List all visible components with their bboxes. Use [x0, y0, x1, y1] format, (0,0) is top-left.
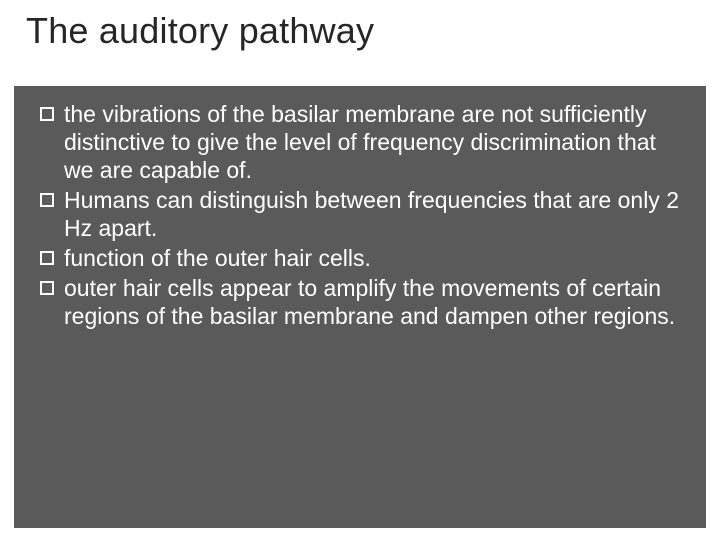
list-item: function of the outer hair cells.: [40, 244, 680, 272]
bullet-text: outer hair cells appear to amplify the m…: [64, 274, 680, 330]
list-item: Humans can distinguish between frequenci…: [40, 186, 680, 242]
square-bullet-icon: [40, 193, 54, 207]
title-area: The auditory pathway: [26, 10, 694, 70]
slide-title: The auditory pathway: [26, 10, 694, 52]
content-box: the vibrations of the basilar membrane a…: [14, 86, 706, 528]
square-bullet-icon: [40, 251, 54, 265]
bullet-text: Humans can distinguish between frequenci…: [64, 186, 680, 242]
bullet-text: the vibrations of the basilar membrane a…: [64, 100, 680, 184]
list-item: outer hair cells appear to amplify the m…: [40, 274, 680, 330]
slide: The auditory pathway the vibrations of t…: [0, 0, 720, 540]
list-item: the vibrations of the basilar membrane a…: [40, 100, 680, 184]
square-bullet-icon: [40, 281, 54, 295]
square-bullet-icon: [40, 107, 54, 121]
bullet-list: the vibrations of the basilar membrane a…: [40, 100, 680, 330]
bullet-text: function of the outer hair cells.: [64, 244, 680, 272]
